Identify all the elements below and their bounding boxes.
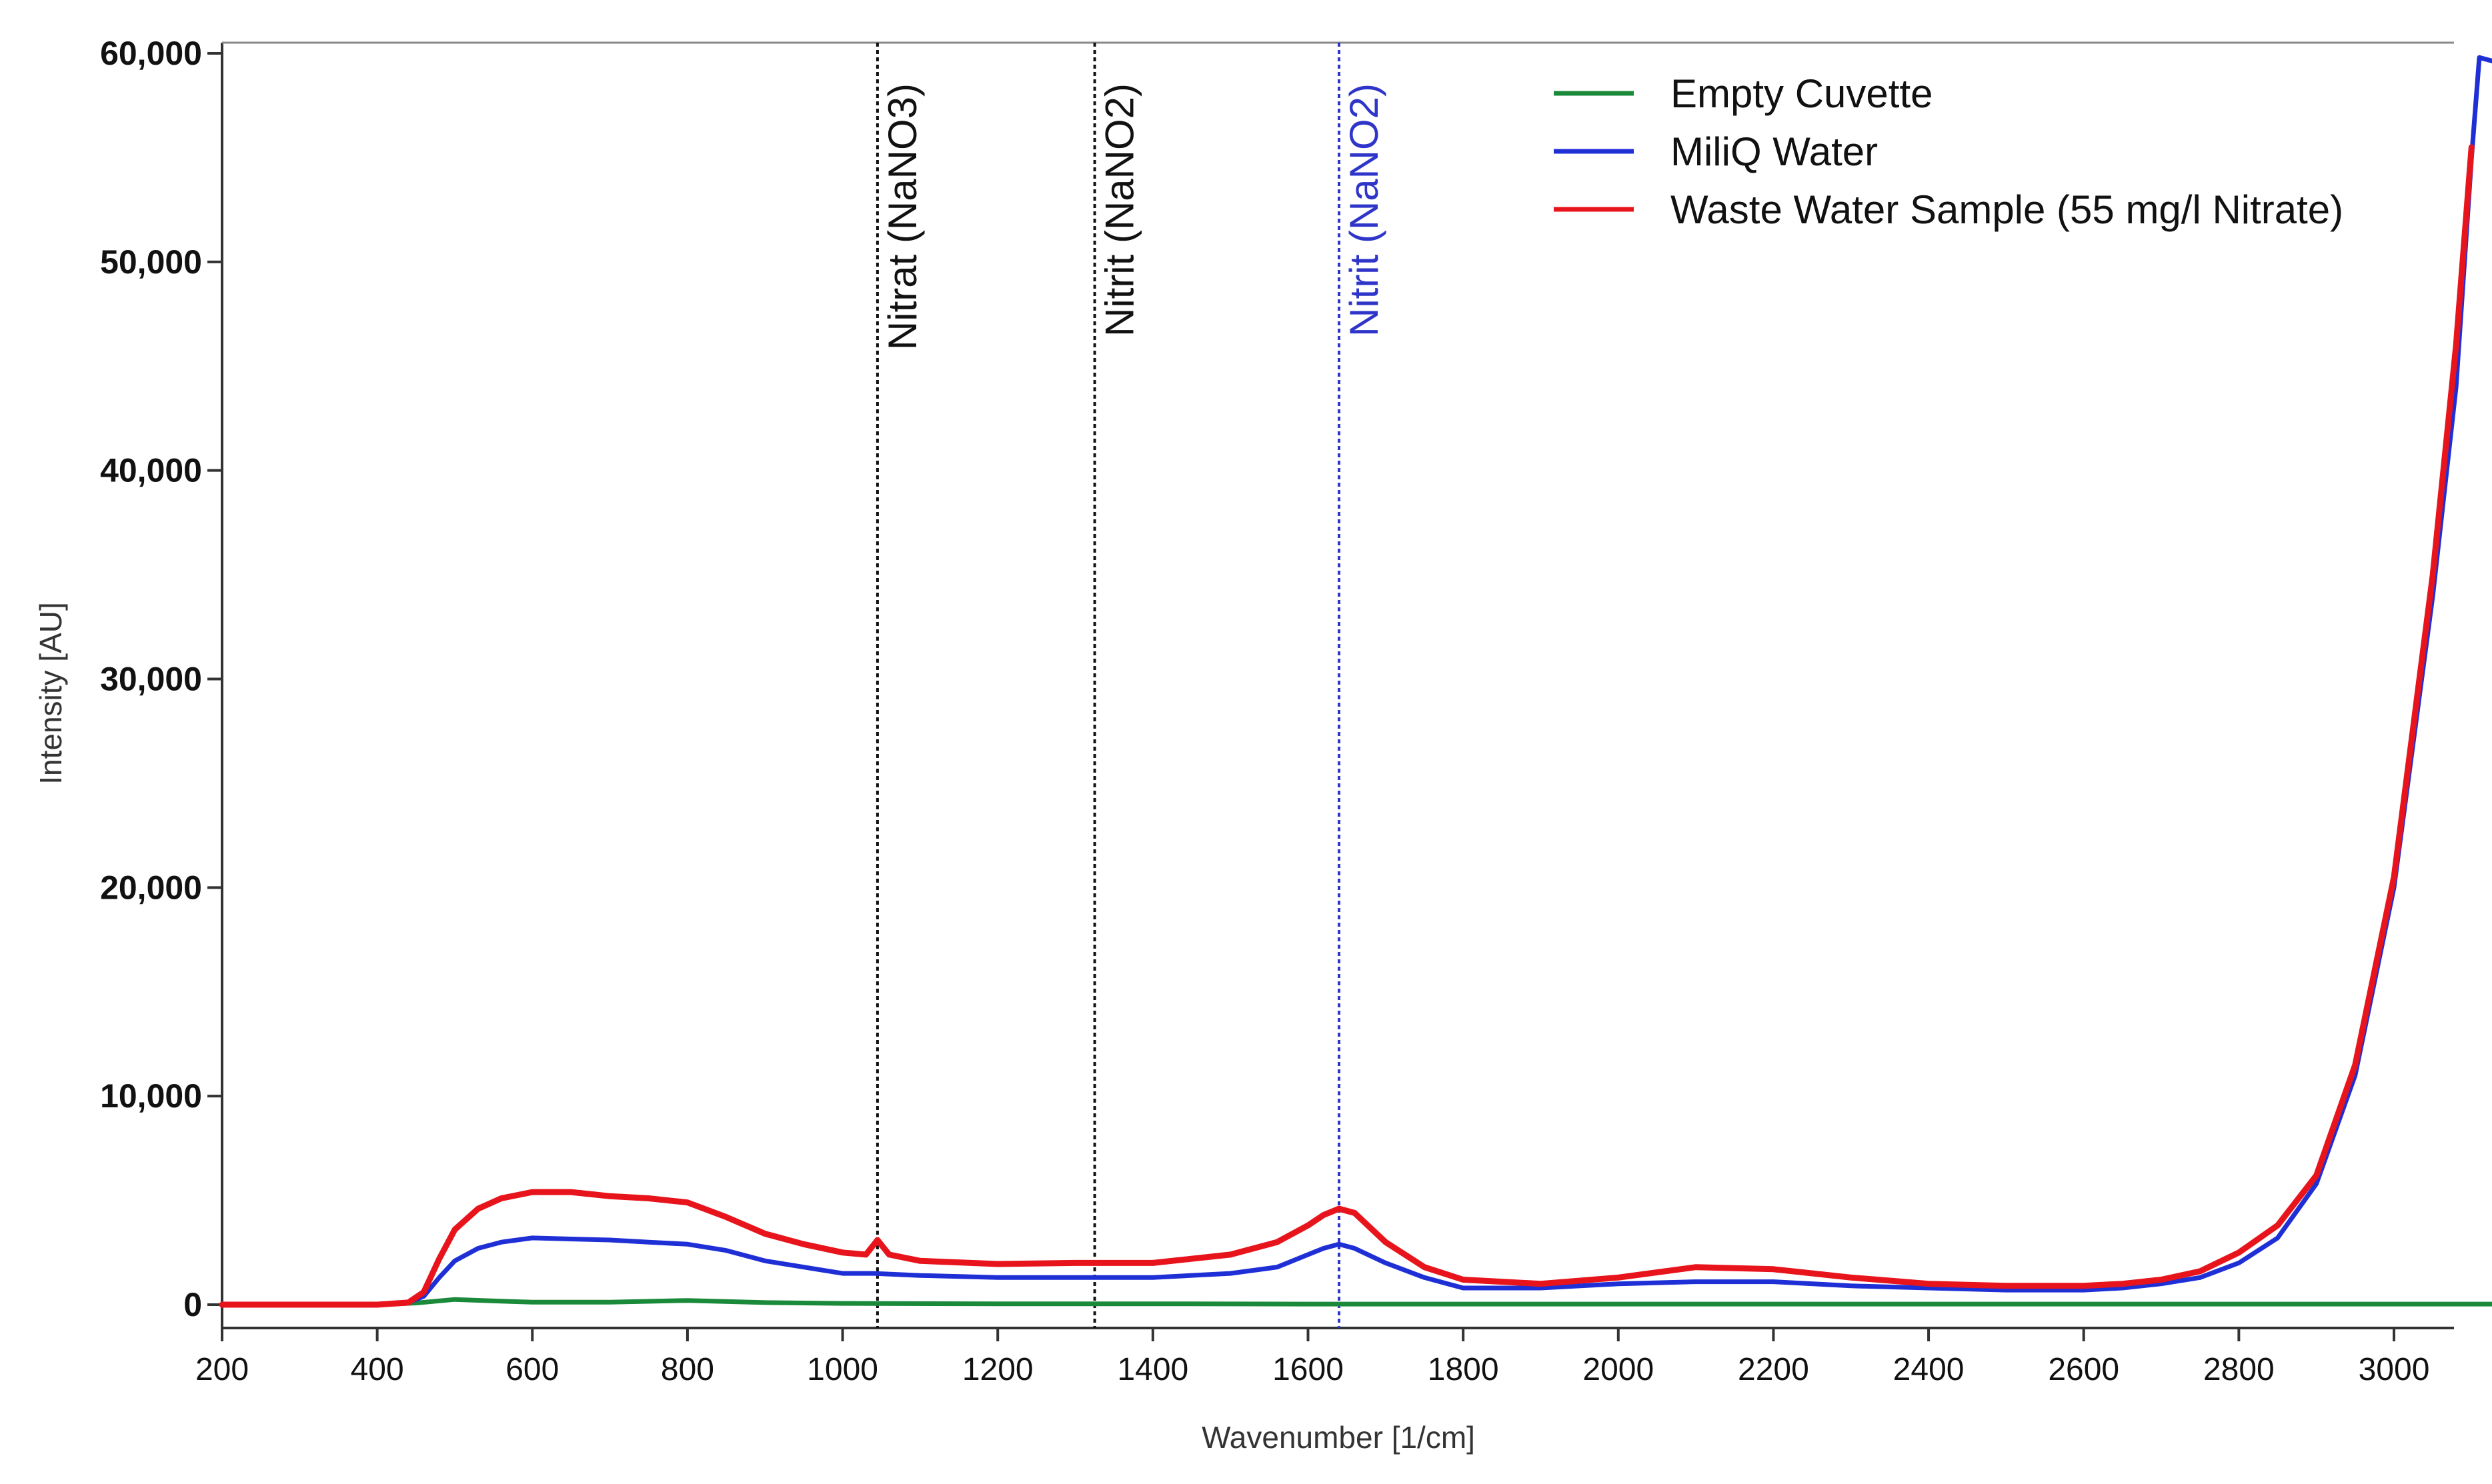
x-axis-ticks: 200 400 600 800 1000 1200 1400 1600 1800 2000 2200… bbox=[195, 1328, 2429, 1387]
series-lines bbox=[219, 55, 2492, 1308]
y-tick-label: 30,000 bbox=[100, 661, 202, 698]
x-tick-label: 200 bbox=[195, 1352, 249, 1387]
legend-label: MiliQ Water bbox=[1670, 129, 1878, 174]
x-tick-label: 800 bbox=[661, 1352, 714, 1387]
x-tick-label: 600 bbox=[505, 1352, 559, 1387]
series-line-empty-cuvette bbox=[219, 1297, 2492, 1307]
x-tick-label: 3000 bbox=[2359, 1352, 2430, 1387]
x-tick-label: 1600 bbox=[1272, 1352, 1344, 1387]
x-tick-label: 1200 bbox=[962, 1352, 1034, 1387]
series-line-miliq-water bbox=[219, 55, 2492, 1307]
legend-label: Waste Water Sample (55 mg/l Nitrate) bbox=[1670, 187, 2343, 232]
y-tick-label: 20,000 bbox=[100, 869, 202, 906]
x-tick-label: 2000 bbox=[1582, 1352, 1654, 1387]
legend: Empty Cuvette MiliQ Water Waste Water Samp… bbox=[1554, 71, 2343, 232]
annotation-lines: Nitrat (NaNO3) Nitrit (NaNO2) Nitrit (NaNO… bbox=[876, 43, 1386, 1328]
y-tick-label: 10,000 bbox=[100, 1077, 202, 1115]
x-axis-title: Wavenumber [1/cm] bbox=[1202, 1420, 1475, 1455]
legend-label: Empty Cuvette bbox=[1670, 71, 1933, 116]
x-tick-label: 1000 bbox=[807, 1352, 878, 1387]
x-tick-label: 2200 bbox=[1738, 1352, 1809, 1387]
x-tick-label: 400 bbox=[351, 1352, 404, 1387]
series-line-waste-water-sample-55-mg-l-nitrate bbox=[219, 144, 2475, 1308]
x-tick-label: 1800 bbox=[1428, 1352, 1499, 1387]
annotation-label: Nitrit (NaNO2) bbox=[1342, 83, 1386, 337]
x-tick-label: 2800 bbox=[2203, 1352, 2275, 1387]
y-tick-label: 60,000 bbox=[100, 35, 202, 72]
y-axis-ticks: 0 10,000 20,000 30,000 40,000 50,000 60,000 bbox=[100, 35, 222, 1323]
x-tick-label: 2600 bbox=[2048, 1352, 2119, 1387]
y-tick-label: 40,000 bbox=[100, 452, 202, 489]
annotation-label: Nitrit (NaNO2) bbox=[1098, 83, 1142, 337]
y-tick-label: 50,000 bbox=[100, 243, 202, 281]
y-axis-title: Intensity [AU] bbox=[33, 602, 68, 785]
x-tick-label: 2400 bbox=[1893, 1352, 1965, 1387]
x-tick-label: 1400 bbox=[1117, 1352, 1188, 1387]
annotation-label: Nitrat (NaNO3) bbox=[880, 83, 925, 350]
y-tick-label: 0 bbox=[183, 1286, 202, 1323]
